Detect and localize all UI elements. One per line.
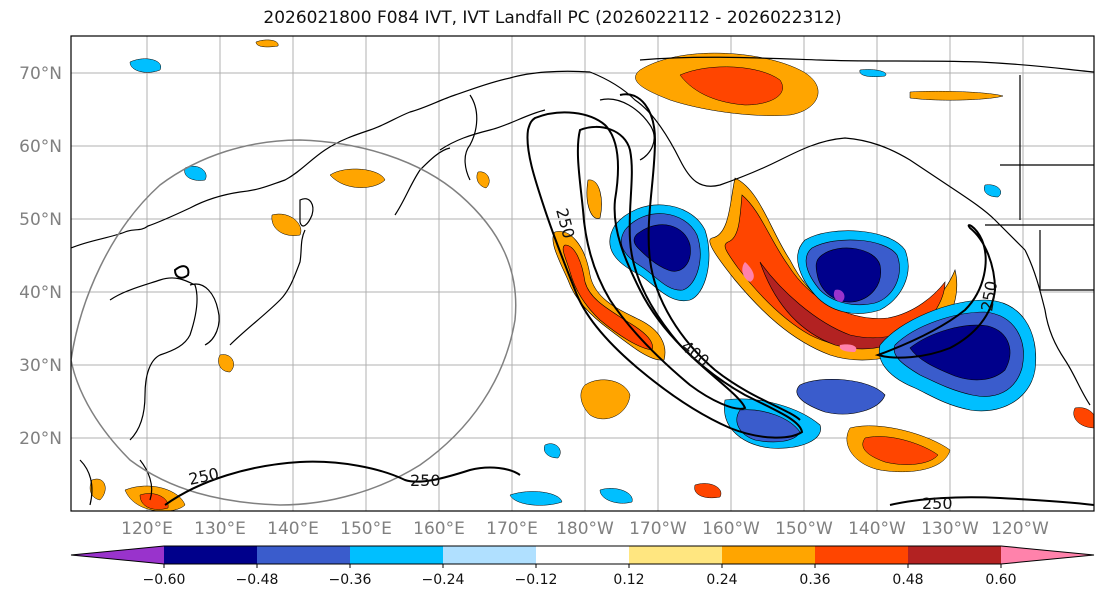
- lat-label: 30°N: [19, 356, 62, 376]
- colorbar-tick-label: −0.36: [329, 572, 372, 588]
- lon-label: 160°W: [702, 519, 760, 539]
- positive-anomaly-patches: [89, 39, 1094, 511]
- latitude-labels: 70°N 60°N 50°N 40°N 30°N 20°N: [19, 64, 62, 449]
- colorbar-segment: [536, 546, 629, 564]
- negative-anomaly-northwest: [609, 204, 710, 302]
- ivt-250-contour-southeast: [889, 496, 1094, 506]
- lat-label: 60°N: [19, 137, 62, 157]
- lon-label: 140°E: [267, 519, 319, 539]
- lon-label: 120°W: [991, 519, 1049, 539]
- lon-label: 170°E: [486, 519, 538, 539]
- longitude-labels: 120°E 130°E 140°E 150°E 160°E 170°E 180°…: [121, 519, 1049, 539]
- map-content: 250 400 250 250 250 250: [71, 36, 1094, 513]
- ivt-400-contour: [576, 125, 747, 410]
- lat-label: 70°N: [19, 64, 62, 84]
- lon-label: 130°W: [921, 519, 979, 539]
- colorbar-segment: [350, 546, 443, 564]
- ivt-250-contour-east: [874, 224, 997, 359]
- lon-label: 170°W: [629, 519, 687, 539]
- lon-label: 150°E: [340, 519, 392, 539]
- coastlines: [71, 56, 1094, 506]
- colorbar-segment: [257, 546, 350, 564]
- lon-label: 160°E: [413, 519, 465, 539]
- colorbar-tick-label: −0.12: [515, 572, 558, 588]
- gridlines: [71, 36, 1094, 511]
- colorbar-segment: [815, 546, 908, 564]
- colorbar-tick-label: 0.36: [799, 572, 830, 588]
- colorbar-tick-label: −0.48: [236, 572, 279, 588]
- colorbar-tick-label: 0.48: [892, 572, 923, 588]
- map-frame: [70, 35, 1095, 512]
- lat-label: 50°N: [19, 210, 62, 230]
- ivt-contours: [164, 93, 1094, 506]
- colorbar-segment: [443, 546, 536, 564]
- colorbar-tick-label: −0.60: [143, 572, 186, 588]
- ivt-250-contour-south: [164, 460, 521, 506]
- colorbar-segment: [1001, 546, 1094, 564]
- colorbar-tick-label: 0.12: [613, 572, 644, 588]
- ivt-small-contour: [173, 265, 190, 279]
- colorbar-segment: [629, 546, 722, 564]
- colorbar-segment: [164, 546, 257, 564]
- lat-label: 40°N: [19, 283, 62, 303]
- ivt-250-contour-main: [526, 111, 804, 439]
- colorbar-segment: [71, 546, 164, 564]
- colorbar-segment: [908, 546, 1001, 564]
- negative-anomaly-patches: [129, 58, 1001, 506]
- contour-label: 250: [410, 471, 441, 490]
- contour-label: 250: [922, 494, 953, 513]
- lon-label: 130°E: [194, 519, 246, 539]
- colorbar-tick-label: −0.24: [422, 572, 465, 588]
- colorbar: −0.60 −0.48 −0.36 −0.24 −0.12 0.12 0.24 0.36 0.4…: [70, 545, 1095, 588]
- map-title: 2026021800 F084 IVT, IVT Landfall PC (20…: [263, 8, 842, 28]
- colorbar-segment: [722, 546, 815, 564]
- lon-label: 140°W: [848, 519, 906, 539]
- ivt-250-contour-outer: [619, 93, 801, 421]
- lat-label: 20°N: [19, 429, 62, 449]
- lon-label: 150°W: [775, 519, 833, 539]
- colorbar-tick-label: 0.24: [706, 572, 737, 588]
- lon-label: 120°E: [121, 519, 173, 539]
- colorbar-tick-label: 0.60: [985, 572, 1016, 588]
- lon-label: 180°W: [556, 519, 614, 539]
- great-circle: [71, 139, 517, 506]
- negative-anomaly-center: [797, 230, 909, 314]
